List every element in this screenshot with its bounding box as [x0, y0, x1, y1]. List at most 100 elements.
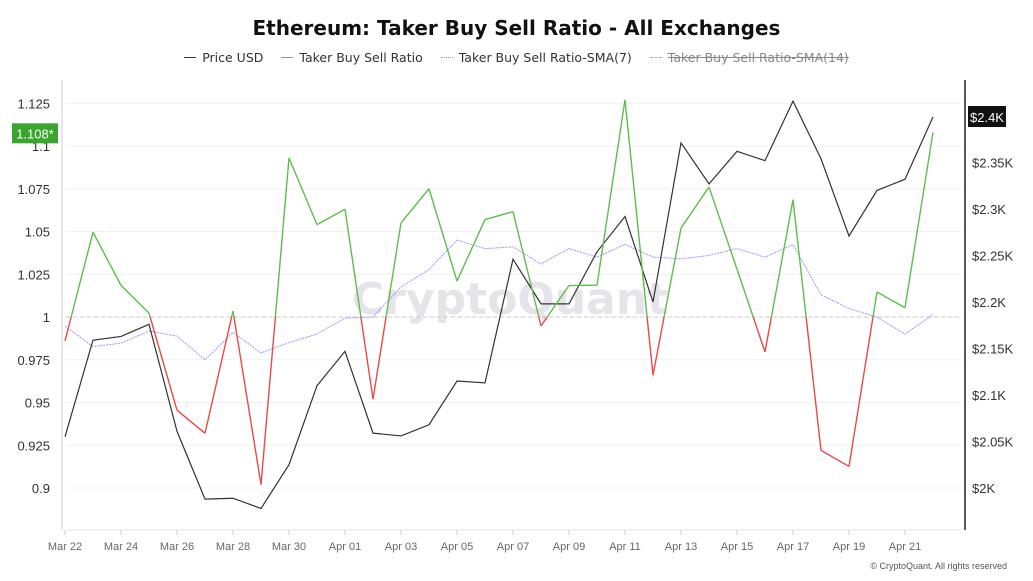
- legend: Price USD Taker Buy Sell Ratio Taker Buy…: [0, 50, 1033, 65]
- ratio-segment: [540, 316, 548, 327]
- ratio-segment: [680, 186, 710, 229]
- legend-label: Taker Buy Sell Ratio: [299, 50, 423, 65]
- current-ratio-label: 1.108*: [16, 126, 54, 141]
- y-left-tick-label: 0.925: [17, 438, 50, 453]
- legend-item-ratio[interactable]: Taker Buy Sell Ratio: [281, 50, 423, 65]
- legend-item-sma7[interactable]: Taker Buy Sell Ratio-SMA(7): [440, 50, 632, 65]
- x-tick-label: Apr 03: [385, 541, 417, 553]
- y-left-tick-label: 1.025: [17, 267, 50, 282]
- ratio-segment: [149, 316, 178, 411]
- ratio-segment: [232, 310, 235, 318]
- y-left-tick-label: 0.9: [32, 481, 50, 496]
- ratio-segment: [708, 186, 738, 270]
- x-tick-label: Apr 05: [441, 541, 473, 553]
- legend-item-price[interactable]: Price USD: [184, 50, 263, 65]
- ratio-segment: [904, 132, 934, 308]
- y-right-tick-label: $2K: [972, 481, 995, 496]
- y-right-tick-label: $2.35K: [972, 156, 1014, 171]
- x-tick-label: Apr 13: [665, 541, 697, 553]
- legend-swatch-sma14: [649, 57, 662, 58]
- x-tick-label: Apr 07: [497, 541, 529, 553]
- y-right-tick-label: $2.15K: [972, 342, 1014, 357]
- ratio-segment: [652, 316, 665, 376]
- ratio-segment: [148, 312, 151, 318]
- ratio-segment: [872, 291, 878, 318]
- x-tick-label: Mar 28: [216, 541, 250, 553]
- current-ratio-badge: [12, 123, 58, 144]
- sma7-line: [64, 239, 934, 361]
- legend-label: Taker Buy Sell Ratio-SMA(7): [458, 50, 632, 65]
- y-left-tick-label: 1.075: [17, 182, 50, 197]
- ratio-segment: [646, 316, 654, 376]
- ratio-segment: [360, 316, 374, 400]
- ratio-segment: [274, 157, 290, 318]
- current-price-badge: [968, 106, 1006, 127]
- x-tick-label: Apr 11: [609, 541, 641, 553]
- ratio-segment: [764, 316, 773, 353]
- ratio-segment: [736, 268, 754, 318]
- x-tick-label: Apr 15: [721, 541, 753, 553]
- ratio-segment: [538, 316, 542, 327]
- legend-swatch-ratio: [281, 57, 294, 58]
- ratio-segment: [792, 199, 807, 318]
- ratio-segment: [596, 99, 626, 286]
- ratio-segment: [805, 316, 822, 451]
- ratio-segment: [176, 409, 206, 434]
- y-right-tick-label: $2.25K: [972, 249, 1014, 264]
- x-tick-label: Mar 22: [48, 541, 82, 553]
- ratio-segment: [512, 211, 540, 318]
- ratio-segment: [64, 316, 72, 342]
- price-line: [64, 99, 934, 510]
- ratio-segment: [233, 316, 262, 485]
- y-right-tick-label: $2.2K: [972, 295, 1006, 310]
- ratio-segment: [770, 199, 794, 318]
- y-left-tick-label: 0.975: [17, 353, 50, 368]
- legend-label: Price USD: [202, 50, 264, 65]
- y-right-tick-label: $2.1K: [972, 388, 1006, 403]
- x-tick-label: Apr 09: [553, 541, 585, 553]
- x-tick-label: Mar 24: [104, 541, 138, 553]
- x-tick-label: Apr 01: [329, 541, 361, 553]
- ratio-segment: [372, 316, 387, 400]
- ratio-segment: [288, 157, 318, 225]
- x-tick-label: Mar 26: [160, 541, 194, 553]
- legend-item-sma14[interactable]: Taker Buy Sell Ratio-SMA(14): [649, 50, 849, 65]
- x-tick-label: Apr 21: [889, 541, 921, 553]
- ratio-segment: [820, 449, 850, 468]
- ratio-segment: [848, 316, 874, 467]
- ratio-segment: [663, 227, 682, 318]
- ratio-segment: [428, 188, 458, 282]
- ratio-segment: [92, 231, 122, 286]
- ratio-segment: [456, 219, 486, 282]
- ratio-segment: [316, 208, 346, 226]
- current-price-label: $2.4K: [970, 110, 1004, 125]
- ratio-segment: [546, 285, 570, 318]
- ratio-segment: [120, 284, 150, 314]
- ratio-segment: [260, 316, 277, 485]
- y-left-tick-label: 1.05: [25, 225, 50, 240]
- copyright-footer: © CryptoQuant. All rights reserved: [870, 561, 1007, 571]
- chart-title: Ethereum: Taker Buy Sell Ratio - All Exc…: [252, 16, 781, 40]
- ratio-segment: [484, 210, 514, 221]
- y-left-tick-label: 1: [43, 310, 50, 325]
- legend-swatch-price: [184, 57, 197, 58]
- ratio-segment: [400, 188, 430, 224]
- y-left-tick-label: 0.95: [25, 396, 50, 411]
- y-left-tick-label: 1.125: [17, 96, 50, 111]
- ratio-segment: [385, 222, 402, 318]
- x-tick-label: Mar 30: [272, 541, 306, 553]
- legend-label: Taker Buy Sell Ratio-SMA(14): [667, 50, 849, 65]
- x-tick-label: Apr 19: [833, 541, 865, 553]
- x-tick-label: Apr 17: [777, 541, 809, 553]
- ratio-segment: [752, 316, 766, 353]
- ratio-segment: [344, 209, 362, 318]
- ratio-segment: [876, 291, 906, 309]
- ratio-segment: [204, 316, 233, 434]
- ratio-segment: [70, 232, 94, 318]
- y-right-tick-label: $2.05K: [972, 435, 1014, 450]
- legend-swatch-sma7: [440, 57, 453, 58]
- y-right-tick-label: $2.3K: [972, 202, 1006, 217]
- ratio-segment: [624, 99, 648, 318]
